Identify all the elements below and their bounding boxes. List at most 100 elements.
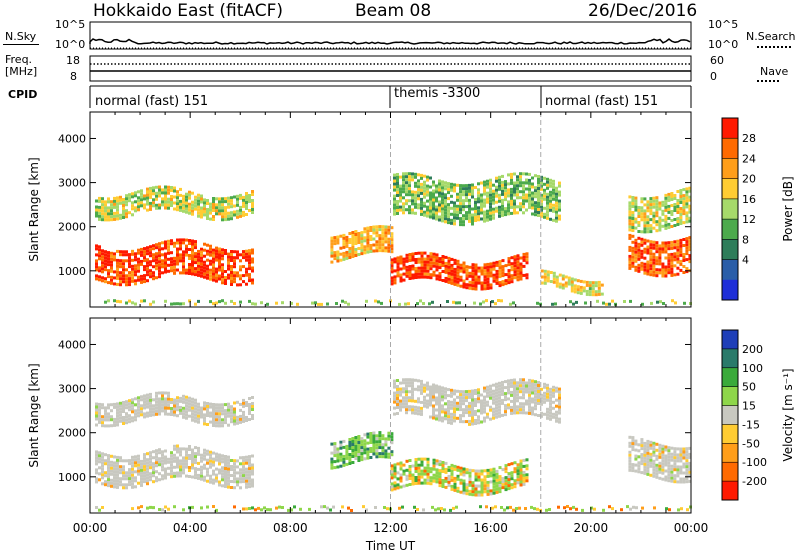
colorbar-swatch [722, 138, 738, 159]
freq-tick-bottom: 8 [70, 70, 77, 83]
cpid-strip [89, 85, 692, 108]
freq-label: Freq. [5, 53, 33, 66]
nsky-tick-bottom: 10^0 [55, 38, 86, 51]
y-tick-label: 3000 [58, 383, 86, 396]
echo-patch-6 [628, 233, 692, 278]
colorbar-tick-label: -15 [742, 418, 760, 431]
echo-patch-2 [330, 225, 394, 264]
y-tick-label: 4000 [58, 132, 86, 145]
colorbar-tick-label: 24 [742, 152, 756, 165]
colorbar-swatch [722, 462, 738, 482]
colorbar-swatch [722, 405, 738, 425]
echo-patch-7 [628, 186, 692, 234]
y-tick-label: 4000 [58, 338, 86, 351]
echo-patch-3 [390, 251, 529, 291]
echo-patch-1 [95, 391, 254, 428]
colorbar-swatch [722, 239, 738, 261]
colorbar-label: Power [dB] [781, 176, 795, 241]
echo-patch-2 [330, 431, 394, 470]
x-axis-label: Time UT [365, 539, 416, 553]
cpid-segment-1: normal (fast) 151 [95, 94, 208, 109]
y-axis-label: Slant Range [km] [27, 157, 41, 261]
nsky-strip [89, 21, 692, 50]
colorbar-tick-label: -200 [742, 475, 767, 488]
colorbar-swatch [722, 198, 738, 220]
colorbar-tick-label: 4 [742, 254, 749, 267]
colorbar-swatch [722, 279, 738, 301]
colorbar-swatch [722, 424, 738, 444]
colorbar-tick-label: -100 [742, 456, 767, 469]
x-tick-label: 00:00 [674, 521, 709, 535]
colorbar-frame [721, 117, 739, 301]
y-tick-label: 1000 [58, 471, 86, 484]
x-tick-label: 08:00 [273, 521, 308, 535]
nave-tick-bottom: 0 [710, 70, 717, 83]
colorbar-frame [721, 329, 739, 501]
colorbar-tick-label: 200 [742, 343, 763, 356]
cpid-segment-2: themis -3300 [394, 86, 480, 101]
axes: 00:00 04:00 08:00 12:00 16:00 20:00 00:00 Time … [73, 521, 709, 553]
nave-tick-top: 60 [710, 54, 724, 67]
x-tick-label: 16:00 [473, 521, 508, 535]
y-tick-label: 2000 [58, 221, 86, 234]
colorbar-swatch [722, 219, 738, 240]
colorbar-tick-label: -50 [742, 437, 760, 450]
colorbar-tick-label: 28 [742, 132, 756, 145]
echo-patch-0 [95, 238, 254, 287]
nsky-label: N.Sky [5, 30, 37, 43]
colorbars: 28 24 20 16 12 8 4 Power [dB] 200 100 50 15 -15 -50 -1… [721, 117, 795, 501]
near-range-band [104, 299, 692, 306]
colorbar-swatch [722, 348, 738, 369]
freq-strip [89, 55, 692, 82]
cpid-segment-3: normal (fast) 151 [545, 94, 658, 109]
y-tick-label: 2000 [58, 427, 86, 440]
colorbar-tick-label: 16 [742, 193, 756, 206]
echo-patch-3 [390, 457, 529, 497]
echo-patch-5 [628, 435, 692, 484]
colorbar-tick-label: 50 [742, 381, 756, 394]
colorbar-swatch [722, 443, 738, 463]
colorbar-tick-label: 20 [742, 173, 756, 186]
echo-patch-4 [393, 378, 561, 426]
y-tick-label: 3000 [58, 177, 86, 190]
colorbar-swatch [722, 367, 738, 388]
echo-patch-0 [95, 444, 254, 490]
date-title: 26/Dec/2016 [588, 1, 698, 21]
nsky-tick-top: 10^5 [55, 18, 86, 31]
echo-patch-1 [95, 185, 254, 222]
nave-legend-line [757, 80, 779, 82]
nsky-underline [3, 44, 39, 45]
colorbar-swatch [722, 481, 738, 501]
colorbar-tick-label: 12 [742, 213, 756, 226]
x-tick-label: 12:00 [373, 521, 408, 535]
colorbar-tick-label: 15 [742, 400, 756, 413]
colorbar-swatch [722, 259, 738, 281]
colorbar-swatch [722, 158, 738, 180]
nsearch-label: N.Search [746, 30, 796, 43]
radar-title: Hokkaido East (fitACF) [93, 1, 284, 21]
x-tick-label: 00:00 [73, 521, 108, 535]
nsky-right-tick-top: 10^5 [708, 18, 739, 31]
y-axis-label: Slant Range [km] [27, 363, 41, 467]
freq-unit-label: [MHz] [5, 65, 38, 78]
colorbar-swatch [722, 118, 738, 139]
colorbar-swatch [722, 386, 738, 407]
nave-label: Nave [760, 65, 789, 78]
nsearch-legend-line [757, 46, 791, 48]
nsky-right-tick-bottom: 10^0 [708, 38, 739, 51]
freq-tick-top: 18 [66, 54, 80, 67]
colorbar-tick-label: 100 [742, 362, 763, 375]
colorbar-label: Velocity [m s⁻¹] [781, 368, 795, 461]
x-tick-label: 04:00 [173, 521, 208, 535]
colorbar-swatch [722, 330, 738, 350]
echo-patch-4 [393, 172, 561, 227]
colorbar-swatch [722, 178, 738, 200]
echo-patch-5 [540, 269, 604, 297]
velocity-panel: 1000 2000 3000 4000 Slant Range [km] [27, 317, 692, 514]
y-tick-label: 1000 [58, 265, 86, 278]
beam-title: Beam 08 [355, 1, 432, 21]
cpid-label: CPID [8, 88, 38, 101]
colorbar-tick-label: 8 [742, 233, 749, 246]
nsky-trace [89, 38, 691, 45]
